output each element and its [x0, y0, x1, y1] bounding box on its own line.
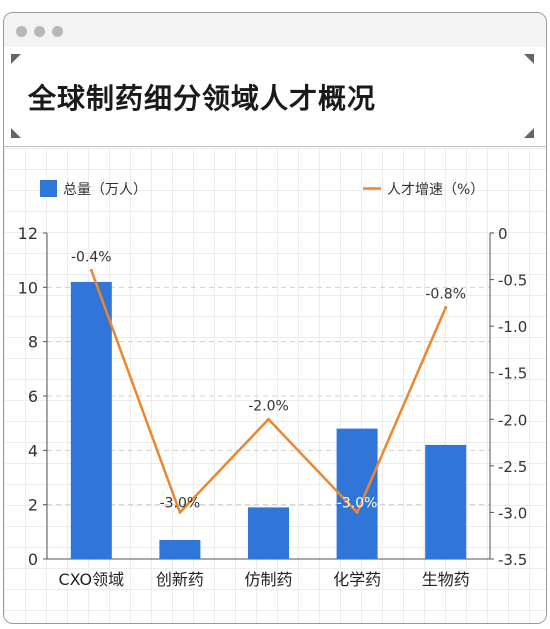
corner-mark-icon — [11, 54, 21, 64]
y-right-tick-label: -3.5 — [498, 551, 527, 569]
line-point — [178, 510, 182, 514]
data-label: -3.0% — [160, 495, 201, 511]
line-point — [267, 417, 270, 421]
page-title: 全球制药细分领域人才概况 — [28, 82, 377, 115]
y-right-tick-label: -2.0 — [498, 411, 527, 429]
corner-mark-icon — [524, 128, 534, 138]
x-tick-label: 化学药 — [333, 570, 381, 589]
y-left-tick-label: 8 — [28, 333, 38, 352]
corner-mark-icon — [524, 54, 534, 64]
x-tick-label: 仿制药 — [244, 570, 292, 589]
y-right-tick-label: -3.0 — [498, 504, 527, 522]
line-point — [355, 510, 359, 514]
data-label: -2.0% — [248, 398, 289, 414]
window-dot-icon[interactable] — [34, 26, 45, 37]
y-left-tick-label: 2 — [28, 496, 38, 515]
bar — [425, 444, 467, 559]
x-tick-label: 创新药 — [156, 570, 204, 589]
window-titlebar — [4, 13, 546, 48]
y-left-tick-label: 10 — [18, 278, 38, 297]
legend-line-label: 人才增速（%） — [387, 182, 484, 198]
y-left-tick-label: 12 — [18, 224, 38, 243]
x-tick-label: 生物药 — [422, 570, 470, 589]
line-series — [90, 269, 447, 514]
bar — [70, 281, 112, 559]
bar — [248, 507, 289, 559]
y-right-tick-label: -1.0 — [498, 318, 527, 336]
legend-bar-label: 总量（万人） — [63, 182, 147, 198]
window-dot-icon[interactable] — [16, 26, 27, 37]
corner-marks — [11, 54, 534, 138]
y-left-tick-label: 0 — [28, 550, 38, 569]
data-label: -3.0% — [337, 495, 378, 511]
x-tick-label: CXO领域 — [58, 570, 124, 589]
data-label: -0.4% — [71, 249, 112, 265]
bar — [336, 428, 378, 559]
y-left-tick-label: 4 — [28, 441, 38, 460]
y-left-tick-label: 6 — [28, 387, 38, 406]
chart-plot: 0 2 4 6 8 10 12 0 -0.5 -1.0 -1.5 -2.0 -2.5 -3.0 -3.5 CX… — [18, 224, 528, 589]
line-point — [89, 268, 93, 272]
chart-header: 全球制药细分领域人才概况 — [4, 47, 546, 147]
y-right-tick-label: -2.5 — [498, 458, 527, 476]
window-dot-icon[interactable] — [52, 26, 63, 37]
data-label: -0.8% — [425, 287, 466, 303]
bar — [159, 539, 201, 559]
legend-bar-swatch — [40, 180, 57, 197]
y-right-tick-label: 0 — [498, 225, 508, 243]
corner-mark-icon — [11, 128, 21, 138]
y-right-tick-label: -1.5 — [498, 365, 527, 383]
line-point — [444, 306, 448, 310]
y-right-tick-label: -0.5 — [498, 272, 527, 290]
